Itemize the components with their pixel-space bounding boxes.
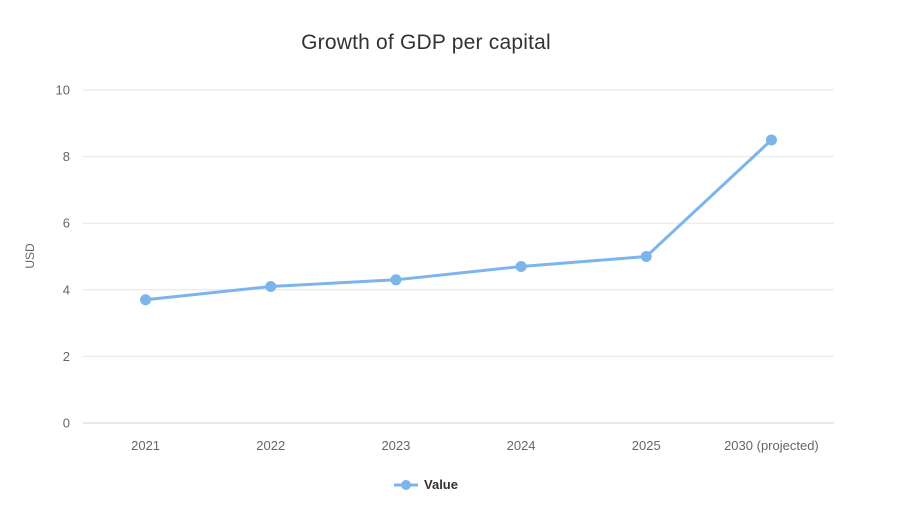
x-tick-label: 2022 [256,438,285,453]
y-tick-label: 8 [63,149,70,164]
x-tick-label: 2030 (projected) [724,438,819,453]
x-tick-label: 2024 [507,438,536,453]
x-tick-label: 2021 [131,438,160,453]
y-tick-label: 10 [56,83,70,98]
data-point-marker [640,251,652,262]
chart-title: Growth of GDP per capital [301,31,551,54]
legend: Value [0,477,852,492]
data-point-marker [140,294,152,306]
x-tick-label: 2025 [632,438,661,453]
x-tick-label: 2023 [381,438,410,453]
legend-item-value[interactable]: Value [394,477,458,492]
data-point-marker [765,134,777,146]
data-point-marker [515,260,527,272]
legend-label: Value [424,477,458,492]
value-series-line [144,138,773,302]
data-point-marker [390,274,402,286]
legend-marker-icon [394,479,419,490]
y-tick-label: 0 [63,416,70,431]
data-point-marker [265,280,277,292]
y-tick-label: 2 [63,349,70,364]
y-tick-label: 4 [63,282,70,297]
y-tick-label: 6 [63,216,70,231]
